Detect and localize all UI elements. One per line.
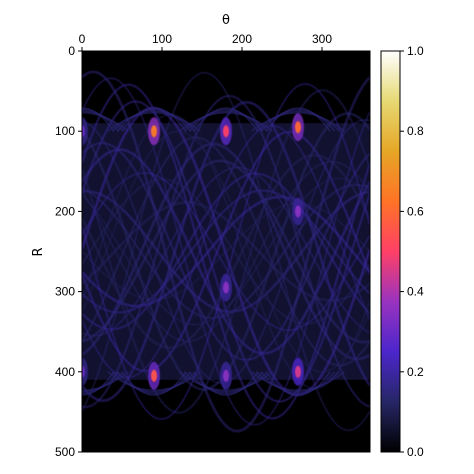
sinogram-arc (82, 371, 120, 395)
colorbar-tick-label: 0.2 (407, 365, 424, 379)
sinogram-arc (121, 107, 187, 132)
bright-spot (223, 125, 229, 138)
y-axis: 0 100 200 300 400 500 (55, 44, 82, 459)
bright-spot (295, 205, 301, 218)
sinogram-arc (188, 371, 264, 395)
y-tick-label: 300 (55, 285, 75, 299)
sinogram-arc (111, 371, 197, 393)
x-tick-label: 300 (312, 32, 332, 46)
sinogram-curve (82, 148, 370, 355)
sinogram-arc (251, 112, 345, 132)
x-tick-label: 0 (79, 32, 86, 46)
bright-spots (82, 113, 304, 390)
y-tick-label: 100 (55, 124, 75, 138)
sinogram-arc (82, 110, 125, 132)
bright-spot (151, 369, 157, 382)
y-axis-label: R (31, 247, 46, 256)
colorbar-tick-label: 0.4 (407, 285, 424, 299)
sinogram-curve (82, 100, 370, 403)
sinogram-curve (82, 177, 370, 326)
bright-spot (151, 125, 157, 138)
sinogram-curve (82, 83, 370, 420)
sinogram-arc (82, 107, 115, 132)
sinogram-curve (82, 130, 370, 373)
sinogram-arc (82, 371, 125, 393)
colorbar-ticks: 0.0 0.2 0.4 0.6 0.8 1.0 (400, 44, 424, 459)
colorbar-tick-label: 1.0 (407, 44, 424, 58)
x-axis: 0 100 200 300 (79, 32, 332, 51)
sinogram-curve (82, 172, 370, 331)
sinogram-arc (265, 371, 331, 396)
x-axis-label: θ (222, 13, 230, 28)
x-tick-label: 100 (152, 32, 172, 46)
heatmap-area (82, 51, 370, 452)
bright-spot (295, 121, 301, 134)
bright-spot (82, 365, 85, 378)
sinogram-arc (188, 108, 264, 132)
colorbar-tick-label: 0.6 (407, 204, 424, 218)
sinogram-arc (251, 371, 345, 391)
sinogram-curve (82, 195, 370, 308)
sinogram-arc (193, 371, 259, 396)
sinogram-arc (255, 371, 341, 393)
y-tick-label: 0 (68, 44, 75, 58)
sinogram-arc (82, 108, 120, 132)
bright-spot (223, 281, 229, 294)
sinogram-arc (116, 371, 192, 395)
sinogram-arc (193, 107, 259, 132)
sinogram-curve (82, 71, 370, 432)
bright-spot (82, 125, 85, 138)
sinogram-arc (183, 110, 269, 132)
sinogram-curve (82, 201, 370, 302)
sinogram-curve (82, 142, 370, 361)
sinogram-curve (82, 159, 370, 344)
sinogram-curve (82, 70, 370, 433)
sinogram-arc (183, 371, 269, 393)
sinogram-arc (82, 371, 115, 396)
sinogram-arc (260, 108, 336, 132)
sinogram-curve (82, 124, 370, 379)
colorbar-tick-label: 0.8 (407, 124, 424, 138)
sinogram-arc (255, 110, 341, 132)
sinogram-arc (265, 107, 331, 132)
sinogram-curve (82, 89, 370, 414)
colorbar-gradient (380, 50, 401, 453)
heatmap-pattern (82, 70, 370, 433)
sinogram-curve (82, 94, 370, 409)
bright-spot (223, 369, 229, 382)
bright-spot (295, 365, 301, 378)
y-tick-label: 400 (55, 365, 75, 379)
sinogram-curve (82, 130, 370, 373)
sinogram-arc (116, 108, 192, 132)
colorbar-tick-label: 0.0 (407, 445, 424, 459)
sinogram-arc (121, 371, 187, 396)
sinogram-curve (82, 189, 370, 314)
sinogram-arc (260, 371, 336, 395)
colorbar: 0.0 0.2 0.4 0.6 0.8 1.0 (380, 44, 424, 459)
y-tick-label: 200 (55, 204, 75, 218)
x-tick-label: 200 (232, 32, 252, 46)
sinogram-arc (111, 110, 197, 132)
y-tick-label: 500 (55, 445, 75, 459)
plot-frame (81, 50, 371, 453)
sinogram-curve (82, 113, 370, 390)
